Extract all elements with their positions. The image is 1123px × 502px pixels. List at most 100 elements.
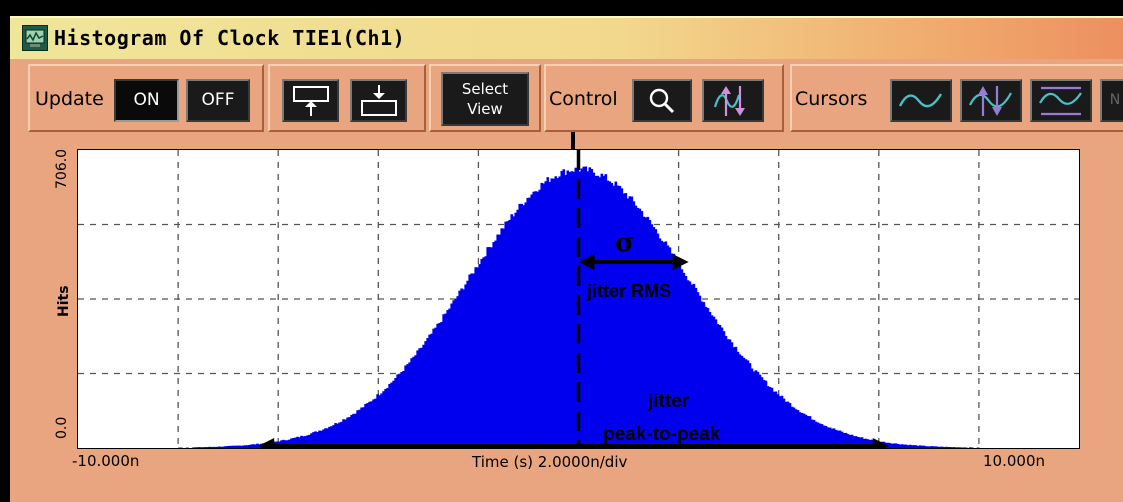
histogram-bar [736,351,740,448]
histogram-bar [818,423,822,448]
histogram-bar [574,167,578,448]
histogram-bar [554,176,558,448]
histogram-bar [922,445,926,448]
histogram-bar [786,401,790,448]
histogram-bar [696,292,700,448]
histogram-bar [570,171,574,448]
histogram-bar [358,409,361,448]
sine-cursor-button[interactable] [890,79,952,122]
histogram-bar [348,417,351,448]
histogram-bar [968,447,972,448]
histogram-bar [402,370,405,448]
histogram-bar [506,221,510,448]
histogram-bar [918,445,922,448]
histogram-plot: σ jitter RMS jitter peak-to-peak [77,149,1080,449]
histogram-bar [208,446,211,448]
jitter-p2p-label-line2: peak-to-peak [603,424,721,445]
histogram-bar [242,445,245,448]
histogram-bar [938,446,942,448]
histogram-bar [206,447,209,448]
cursors-more-button[interactable]: N [1100,79,1123,122]
histogram-bar [458,290,461,448]
move-trace-up-button[interactable] [282,79,339,122]
histogram-bar [448,308,451,448]
histogram-bar [934,446,938,448]
x-tick-left: -10.000n [72,452,140,470]
histogram-bar [532,191,536,448]
histogram-bar [244,445,247,448]
histogram-bar [800,412,804,448]
histogram-bar [356,410,359,448]
histogram-bar [892,443,896,448]
histogram-bar [542,183,546,448]
histogram-bar [592,172,596,448]
histogram-bar [282,439,285,448]
histogram-bar [676,264,680,448]
title-bar[interactable]: Histogram Of Clock TIE1(Ch1) [10,16,1123,59]
histogram-bar [944,446,948,448]
histogram-bar [202,447,205,448]
histogram-bar [744,359,748,448]
histogram-bar [740,355,744,448]
histogram-bar [544,181,548,448]
histogram-bar [900,444,904,448]
histogram-bar [948,447,952,448]
histogram-bar [480,258,484,448]
histogram-bar [920,445,924,448]
histogram-bar [530,194,534,448]
histogram-bar [652,227,656,448]
histogram-bar [768,387,772,448]
histogram-bar [766,386,770,448]
histogram-bar [940,446,944,448]
x-axis-label: Time (s) 2.0000n/div [472,453,628,471]
toolbar: Update ON OFF [10,59,1123,137]
histogram-bar [256,443,259,448]
histogram-bar [930,446,934,448]
histogram-bar [308,434,311,448]
histogram-bar [628,196,632,448]
histogram-bar [466,280,469,448]
histogram-bar [942,447,946,448]
histogram-bar [742,357,746,448]
histogram-bar [694,287,698,448]
histogram-bar [492,242,496,448]
histogram-bar [650,224,654,448]
move-trace-down-button[interactable] [350,79,407,122]
histogram-bar [236,445,239,448]
histogram-bar [398,373,401,448]
histogram-bar [472,273,475,448]
control-group: Control [544,64,784,132]
zoom-button[interactable] [632,79,692,122]
histogram-bar [656,233,660,448]
vertical-cursor-button[interactable] [702,79,764,122]
histogram-bar [904,444,908,448]
histogram-bar [784,401,788,448]
histogram-bar [288,439,291,448]
histogram-bar [686,280,690,448]
select-view-button[interactable]: Select View [441,72,529,126]
histogram-bar [724,335,728,448]
histogram-bar [312,432,315,448]
histogram-bar [610,183,614,448]
histogram-bar [722,331,726,448]
histogram-bar [210,446,213,448]
histogram-bar [844,432,848,448]
histogram-bar [364,403,367,448]
histogram-bar [756,371,760,448]
arrow-sine-cursor-button[interactable] [960,79,1022,122]
bracket-sine-cursor-button[interactable] [1030,79,1092,122]
histogram-bar [432,328,435,448]
histogram-bar [250,444,253,448]
histogram-bar [932,446,936,448]
histogram-bar [834,429,838,448]
histogram-bar [486,247,490,448]
update-on-button[interactable]: ON [114,79,179,122]
histogram-bar [416,350,419,448]
histogram-bar [594,175,598,448]
update-off-button[interactable]: OFF [186,79,250,122]
histogram-bar [518,203,522,448]
histogram-bar [670,253,674,448]
histogram-bar [410,358,413,448]
histogram-bar [950,447,954,448]
histogram-bar [252,444,255,448]
